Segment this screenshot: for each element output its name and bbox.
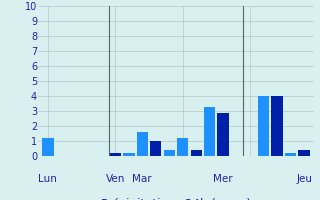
Bar <box>204 106 215 156</box>
Bar <box>190 150 202 156</box>
Text: Lun: Lun <box>38 174 57 184</box>
Text: Mer: Mer <box>213 174 233 184</box>
Text: Ven: Ven <box>106 174 125 184</box>
Bar <box>164 150 175 156</box>
Text: Jeu: Jeu <box>296 174 312 184</box>
Text: Mar: Mar <box>132 174 152 184</box>
Bar <box>150 141 162 156</box>
Bar <box>42 138 53 156</box>
Text: Précipitations 24h ( mm ): Précipitations 24h ( mm ) <box>101 198 251 200</box>
Bar <box>285 153 296 156</box>
Bar <box>218 112 229 156</box>
Bar <box>177 138 188 156</box>
Bar <box>258 96 269 156</box>
Bar <box>123 153 134 156</box>
Bar <box>109 153 121 156</box>
Bar <box>137 132 148 156</box>
Bar <box>299 150 310 156</box>
Bar <box>271 96 283 156</box>
